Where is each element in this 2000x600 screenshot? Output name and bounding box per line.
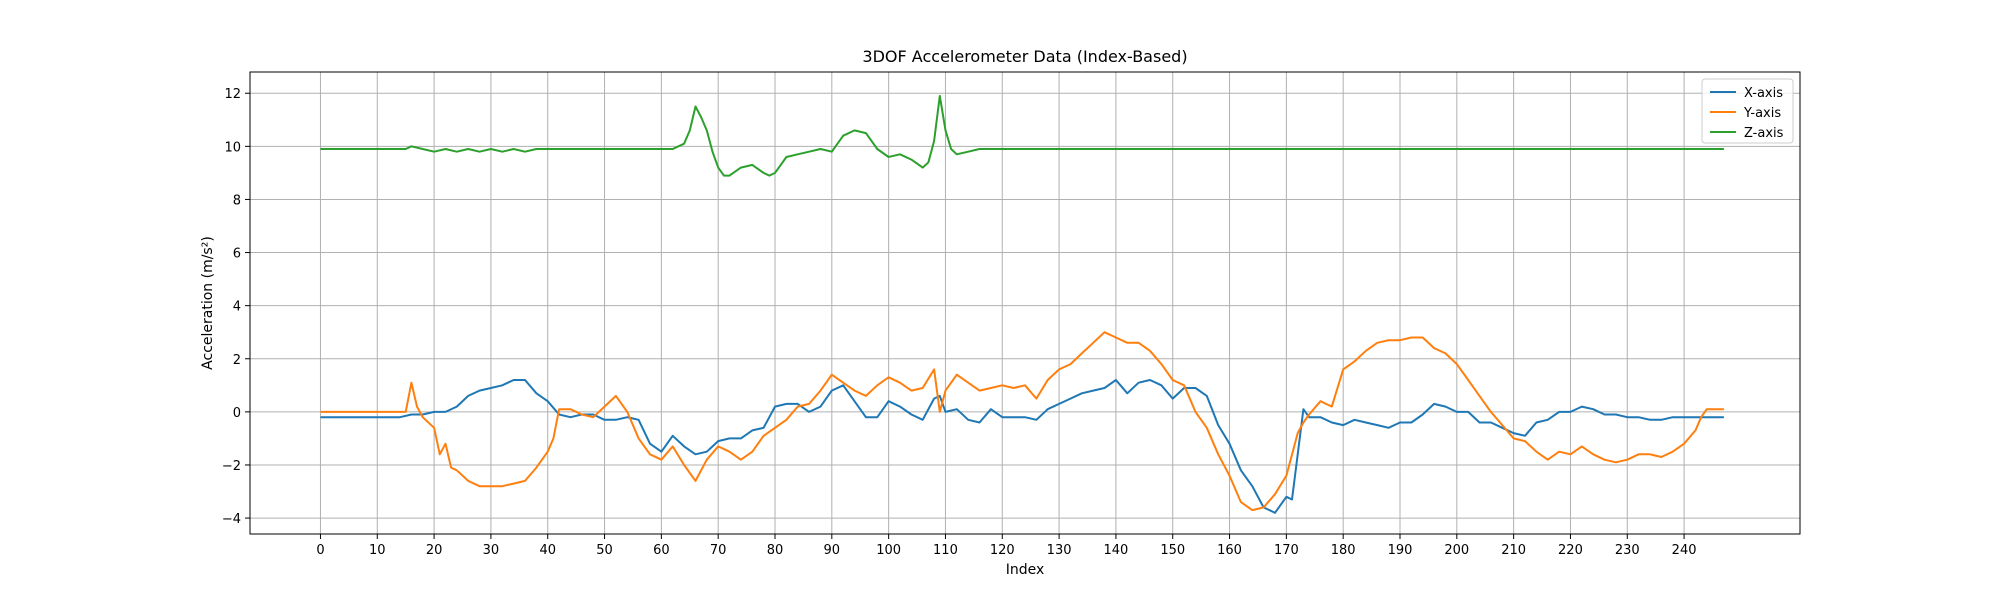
y-tick-label: 4: [233, 300, 241, 315]
x-tick-label: 0: [316, 543, 324, 558]
x-tick-label: 180: [1331, 543, 1356, 558]
x-tick-label: 150: [1160, 543, 1185, 558]
x-tick-label: 230: [1615, 543, 1640, 558]
x-axis-ticks: 0 10 20 30 40 50 60 70 80 90 100 110 120 130 140 150 160…: [316, 534, 1697, 558]
y-tick-label: 0: [233, 406, 241, 421]
legend-label: X-axis: [1744, 86, 1783, 101]
x-tick-label: 160: [1217, 543, 1242, 558]
legend-label: Z-axis: [1744, 126, 1784, 141]
x-tick-label: 220: [1558, 543, 1583, 558]
x-tick-label: 100: [876, 543, 901, 558]
x-tick-label: 70: [710, 543, 727, 558]
chart-title: 3DOF Accelerometer Data (Index-Based): [862, 47, 1187, 66]
x-tick-label: 110: [933, 543, 958, 558]
x-tick-label: 50: [596, 543, 613, 558]
y-tick-label: 12: [224, 87, 241, 102]
series-line-z-axis: [320, 94, 1724, 177]
x-tick-label: 20: [426, 543, 443, 558]
x-tick-label: 120: [990, 543, 1015, 558]
series-layer: [320, 94, 1724, 514]
x-tick-label: 90: [824, 543, 841, 558]
x-tick-label: 130: [1047, 543, 1072, 558]
y-tick-label: 6: [233, 247, 241, 262]
x-tick-label: 170: [1274, 543, 1299, 558]
x-tick-label: 40: [539, 543, 556, 558]
series-line-y-axis: [320, 331, 1724, 512]
x-axis-label: Index: [1006, 562, 1045, 578]
y-axis-ticks: −4 −2 0 2 4 6 8 10 12: [222, 87, 250, 527]
y-tick-label: 2: [233, 353, 241, 368]
x-tick-label: 140: [1103, 543, 1128, 558]
legend-box: [1701, 78, 1794, 144]
plot-frame: [249, 71, 1801, 535]
legend: X-axis Y-axis Z-axis: [1701, 78, 1794, 144]
x-tick-label: 240: [1672, 543, 1697, 558]
y-tick-label: −2: [222, 459, 241, 474]
x-tick-label: 60: [653, 543, 670, 558]
series-line-x-axis: [320, 379, 1724, 514]
y-tick-label: −4: [222, 512, 241, 527]
x-tick-label: 10: [369, 543, 386, 558]
legend-label: Y-axis: [1743, 106, 1781, 121]
y-tick-label: 10: [224, 140, 241, 155]
x-tick-label: 210: [1501, 543, 1526, 558]
x-tick-label: 80: [767, 543, 784, 558]
x-tick-label: 30: [483, 543, 500, 558]
y-tick-label: 8: [233, 193, 241, 208]
x-tick-label: 200: [1444, 543, 1469, 558]
y-axis-label: Acceleration (m/s²): [200, 236, 216, 370]
x-tick-label: 190: [1388, 543, 1413, 558]
